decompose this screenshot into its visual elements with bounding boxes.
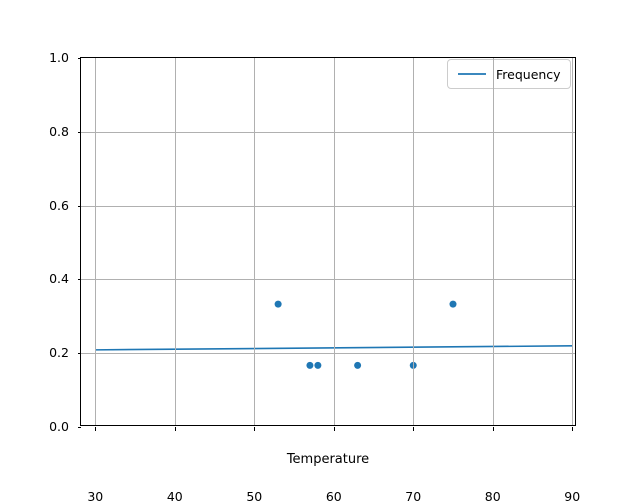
scatter-point	[306, 361, 314, 369]
y-axis-tick	[77, 58, 81, 59]
y-axis-tick-label: 0.0	[49, 419, 69, 434]
y-axis-tick	[77, 131, 81, 133]
scatter-point	[354, 361, 362, 369]
scatter-point	[274, 300, 282, 308]
y-axis-tick-label: 0.2	[49, 345, 69, 361]
x-axis-tick-label: 50	[246, 489, 263, 504]
y-axis-tick-label: 0.6	[49, 197, 69, 213]
scatter-point	[449, 300, 457, 308]
gridline-horizontal	[81, 131, 575, 133]
y-axis-tick	[77, 353, 81, 355]
x-axis-tick	[95, 427, 97, 431]
gridline-vertical	[254, 58, 256, 425]
x-axis-tick	[333, 427, 335, 431]
gridline-vertical	[572, 58, 574, 425]
gridline-vertical	[333, 58, 335, 425]
x-axis-tick	[492, 427, 494, 431]
x-axis-tick-label: 80	[484, 489, 501, 504]
scatter-point	[314, 361, 322, 369]
gridline-horizontal	[81, 279, 575, 281]
x-axis-tick-label: 70	[405, 489, 422, 504]
x-axis-label: Temperature	[286, 452, 370, 467]
plot-area: Frequency 30 40 50 60 70 80 90 0.0 0.2 0.4 0.6 0.8 1…	[49, 51, 580, 504]
gridline-horizontal	[81, 353, 575, 355]
y-axis-tick-label: 0.8	[49, 123, 69, 139]
x-axis-tick	[572, 427, 574, 431]
x-axis-tick-label: 30	[87, 489, 104, 504]
chart-figure: Frequency 30 40 50 60 70 80 90 0.0 0.2 0.4 0.6 0.8 1…	[49, 50, 581, 504]
x-axis-tick	[174, 427, 176, 431]
gridline-vertical	[413, 58, 415, 425]
x-axis-tick-label: 40	[166, 489, 183, 504]
x-axis-tick	[254, 427, 256, 431]
x-axis-tick	[413, 427, 415, 431]
y-axis-tick-label: 0.4	[49, 271, 69, 287]
gridline-vertical	[95, 58, 97, 425]
chart-legend[interactable]: Frequency	[447, 59, 571, 89]
y-axis-tick-label: 1.0	[49, 50, 69, 65]
gridline-vertical	[174, 58, 176, 425]
data-layer	[95, 300, 573, 369]
gridline-vertical	[492, 58, 494, 425]
x-axis-tick-label: 90	[564, 489, 581, 504]
y-axis-tick	[77, 205, 81, 207]
legend-line-swatch	[458, 73, 486, 75]
legend-entry-label: Frequency	[496, 66, 561, 82]
y-axis-tick	[77, 279, 81, 281]
y-axis-tick	[77, 427, 81, 428]
x-axis-tick-label: 60	[325, 489, 342, 504]
gridline-horizontal	[81, 205, 575, 207]
